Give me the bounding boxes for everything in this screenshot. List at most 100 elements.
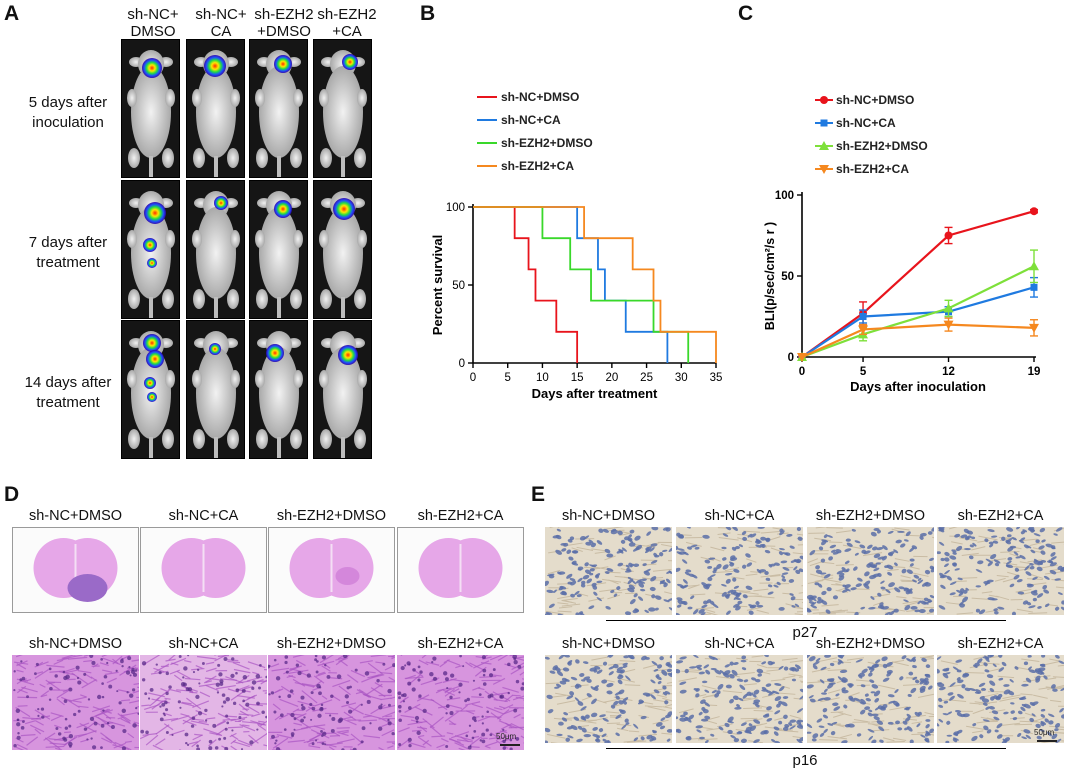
brain-slide [12,527,139,613]
legend-label: sh-EZH2+CA [501,159,574,173]
x-tick-label: 0 [799,366,805,378]
ihc-micrograph [545,527,672,615]
brain-section [289,538,374,598]
mouse-bli-image [121,39,180,178]
panel-e-top-label: sh-EZH2+DMSO [815,508,926,524]
panel-a-row-label: 5 days after inoculation [28,94,108,131]
series-line [801,265,1035,359]
mouse-silhouette [127,331,175,458]
panel-e-bottom-label: sh-NC+CA [704,636,775,652]
legend-label: sh-EZH2+DMSO [501,136,593,150]
panel-d-top-label: sh-EZH2+CA [417,508,504,524]
legend-label: sh-NC+DMSO [501,90,579,104]
panel-d-bottom-label: sh-NC+DMSO [28,636,123,652]
x-axis-label: Days after inoculation [850,379,986,394]
ihc-tile [676,527,803,615]
data-point [819,141,829,150]
panel-e-top-label: sh-EZH2+CA [957,508,1044,524]
mouse-bli-image [313,180,372,319]
x-tick-label: 19 [1028,366,1041,378]
data-point [1030,207,1038,216]
survival-curve [473,206,669,363]
mouse-silhouette [255,331,303,458]
scale-bar [1037,740,1057,742]
x-tick-label: 35 [710,372,723,384]
panel-a-row-label: 14 days after treatment [24,374,112,411]
mouse-bli-image [249,180,308,319]
mouse-silhouette [319,191,367,318]
ihc-micrograph [807,527,934,615]
brain-slide [397,527,524,613]
he-micrograph [397,655,524,750]
data-point [820,119,828,127]
mouse-silhouette [192,50,240,177]
panel-b-letter: B [420,2,436,25]
panel-e-bottom-label: sh-NC+DMSO [561,636,656,652]
x-tick-label: 20 [605,372,618,384]
legend-label: sh-NC+CA [836,116,896,130]
panel-d-letter: D [4,483,20,506]
he-micrograph [12,655,139,750]
marker-label-p16: p16 [792,752,818,769]
mouse-silhouette [192,331,240,458]
panel-e-letter: E [531,483,546,506]
panel-d-bottom-label: sh-EZH2+CA [417,636,504,652]
x-tick-label: 25 [640,372,653,384]
brain-section [161,538,246,598]
he-tile [12,655,139,750]
panel-d-bottom-label: sh-NC+CA [168,636,239,652]
data-point [943,303,954,313]
panel-e-bottom-label: sh-EZH2+CA [957,636,1044,652]
data-point [819,165,829,174]
he-tile [268,655,395,750]
ihc-tile [937,655,1064,743]
data-point [1029,261,1039,271]
mouse-silhouette [319,50,367,177]
survival-curve [473,206,579,363]
data-point [944,231,953,240]
ihc-micrograph [676,527,803,615]
marker-underline [606,748,1006,750]
mouse-bli-image [186,320,245,459]
panel-a-row-label: 7 days after treatment [28,234,108,271]
brain-section [33,538,118,602]
he-tile [140,655,267,750]
panel-e-top-label: sh-NC+CA [704,508,775,524]
mouse-bli-image [313,39,372,178]
brain-section [418,538,503,598]
panel-a-column-header: sh-NC+ CA [195,6,247,40]
x-tick-label: 15 [571,372,584,384]
ihc-micrograph [937,655,1064,743]
y-tick-label: 0 [788,352,794,364]
panel-d-top-label: sh-EZH2+DMSO [276,508,387,524]
mouse-silhouette [319,331,367,458]
marker-label-p27: p27 [792,624,818,641]
mouse-bli-image [121,320,180,459]
survival-curve [473,206,690,363]
panel-a-column-header: sh-EZH2 +CA [317,6,377,40]
x-tick-label: 5 [505,372,511,384]
ihc-tile [807,527,934,615]
survival-curve [473,206,717,363]
ihc-tile [807,655,934,743]
panel-d-top-label: sh-NC+DMSO [28,508,123,524]
y-tick-label: 100 [775,190,794,202]
mouse-silhouette [255,50,303,177]
panel-d-top-label: sh-NC+CA [168,508,239,524]
data-point [943,320,954,330]
ihc-micrograph [676,655,803,743]
ihc-tile [937,527,1064,615]
scale-bar-label: 50μm [1034,728,1055,737]
x-axis-label: Days after treatment [532,386,658,401]
series-line [801,323,1035,359]
y-axis-label: Percent survival [430,235,445,335]
ihc-micrograph [545,655,672,743]
marker-underline [606,620,1006,622]
ihc-tile [545,527,672,615]
data-point [1029,323,1039,333]
x-tick-label: 5 [860,366,867,378]
survival-chart: 0 5 10 15 20 25 30 35 0 50 100 Days after treatment… [430,90,723,401]
data-point [859,313,867,320]
data-point [858,325,869,335]
panel-a-letter: A [4,2,20,25]
